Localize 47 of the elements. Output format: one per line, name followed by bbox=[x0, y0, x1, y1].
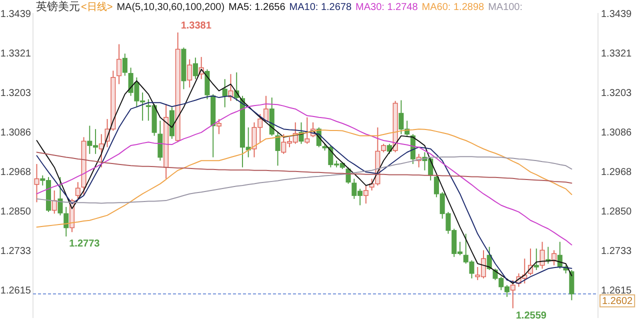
text: MA100: bbox=[488, 2, 523, 13]
ref-label: 1.2602 bbox=[600, 294, 636, 308]
annotation: MA(5,10,30,60,100,200) bbox=[116, 2, 225, 13]
candlestick bbox=[252, 122, 257, 158]
y2-tick-label: 1.2733 bbox=[601, 246, 632, 257]
y-tick-label: 1.3321 bbox=[0, 48, 32, 60]
y-tick-label: 1.3203 bbox=[0, 88, 32, 100]
chart-title: 英镑美元 bbox=[36, 0, 80, 13]
y2-tick-label: 1.3439 bbox=[601, 9, 632, 20]
text: MA10: 1.2678 bbox=[289, 2, 352, 13]
y2-tick-label: 1.2968 bbox=[601, 167, 632, 178]
annotation: 1.2559 bbox=[516, 310, 547, 320]
y2-tick-label: 1.3321 bbox=[601, 48, 632, 60]
candlestick bbox=[164, 103, 169, 180]
chart-subtitle: <日线> bbox=[81, 1, 113, 13]
candlestick bbox=[34, 163, 40, 203]
candlestick bbox=[222, 78, 228, 108]
text: MA30: 1.2748 bbox=[356, 2, 418, 13]
y-tick-label: 1.2733 bbox=[0, 246, 32, 257]
candlestick bbox=[304, 116, 310, 144]
text: MA60: 1.2898 bbox=[422, 2, 484, 13]
candlestick bbox=[52, 190, 57, 214]
candlestick bbox=[116, 44, 122, 85]
candlestick bbox=[363, 184, 368, 204]
annotation: 1.2773 bbox=[69, 238, 100, 250]
y-tick-label: 1.2850 bbox=[0, 206, 32, 218]
candlestick bbox=[540, 241, 545, 270]
y-tick-label: 1.3439 bbox=[0, 9, 32, 20]
y-tick-label: 1.3086 bbox=[0, 127, 32, 138]
y2-tick-label: 1.2615 bbox=[601, 285, 632, 296]
candlestick bbox=[75, 182, 80, 200]
text: MA5: 1.2656 bbox=[228, 2, 286, 13]
candlestick bbox=[158, 120, 163, 162]
candlestick bbox=[480, 250, 486, 279]
y-tick-label: 1.2968 bbox=[0, 167, 32, 178]
candlestick bbox=[98, 134, 104, 168]
candlestick bbox=[187, 58, 192, 88]
candlestick bbox=[110, 70, 116, 132]
y2-tick-label: 1.2850 bbox=[601, 206, 632, 218]
candlestick bbox=[192, 57, 198, 80]
y-tick-label: 1.2615 bbox=[0, 285, 32, 296]
candlestick bbox=[286, 136, 292, 148]
ref-line-label: 1.2602 bbox=[602, 296, 634, 307]
y2-tick-label: 1.3086 bbox=[601, 127, 632, 138]
candlestick bbox=[475, 266, 480, 281]
annotation: 1.3381 bbox=[180, 20, 212, 32]
y2-tick-label: 1.3203 bbox=[601, 88, 632, 100]
